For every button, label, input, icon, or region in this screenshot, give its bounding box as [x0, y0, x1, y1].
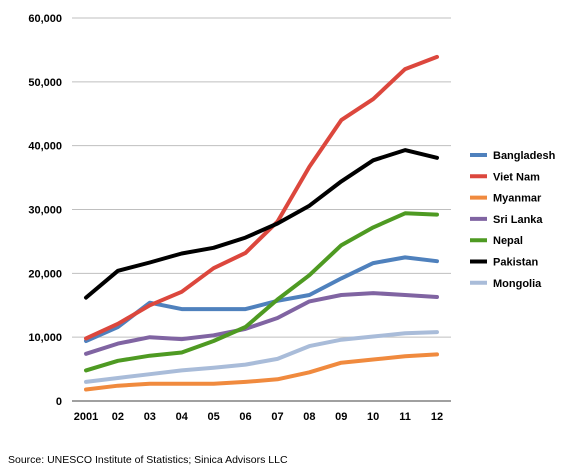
series-line-nepal	[84, 211, 439, 373]
legend-label-viet-nam: Viet Nam	[493, 171, 540, 183]
y-tick-label: 0	[56, 396, 62, 408]
y-tick-label: 60,000	[28, 13, 62, 25]
legend-label-pakistan: Pakistan	[493, 257, 539, 269]
x-tick-label: 03	[144, 411, 156, 423]
legend-label-bangladesh: Bangladesh	[493, 150, 556, 162]
x-tick-label: 06	[239, 411, 251, 423]
x-tick-label: 04	[176, 411, 189, 423]
y-axis-tick-labels: 0 10,000 20,000 30,000 40,000 50,000 60,000	[28, 13, 62, 408]
series-line-sri-lanka	[84, 291, 439, 356]
series-line-myanmar	[84, 352, 439, 392]
source-note: Source: UNESCO Institute of Statistics; …	[8, 454, 288, 466]
legend-label-nepal: Nepal	[493, 235, 523, 247]
series-lines	[84, 54, 439, 392]
y-tick-label: 40,000	[28, 141, 62, 153]
series-line-pakistan	[84, 148, 439, 300]
y-tick-label: 10,000	[28, 332, 62, 344]
x-tick-label: 09	[335, 411, 347, 423]
legend-label-myanmar: Myanmar	[493, 193, 542, 205]
x-tick-label: 07	[271, 411, 283, 423]
legend-label-sri-lanka: Sri Lanka	[493, 214, 543, 226]
legend: Bangladesh Viet Nam Myanmar Sri Lanka Nepal P…	[470, 150, 556, 290]
series-line-viet-nam	[84, 54, 439, 341]
y-tick-label: 50,000	[28, 77, 62, 89]
x-tick-label: 08	[303, 411, 315, 423]
gridlines	[72, 17, 451, 338]
series-line-mongolia	[84, 330, 439, 384]
y-tick-label: 30,000	[28, 205, 62, 217]
x-tick-label: 05	[208, 411, 220, 423]
x-tick-label: 2001	[74, 411, 98, 423]
x-tick-label: 12	[431, 411, 443, 423]
x-tick-label: 10	[367, 411, 379, 423]
x-axis-tick-labels: 2001 02 03 04 05 06 07 08 09 10 11 12	[74, 411, 443, 423]
x-tick-label: 11	[399, 411, 411, 423]
y-tick-label: 20,000	[28, 268, 62, 280]
legend-label-mongolia: Mongolia	[493, 278, 542, 290]
line-chart: 0 10,000 20,000 30,000 40,000 50,000 60,000 20…	[28, 13, 556, 423]
series-line-bangladesh	[84, 255, 439, 343]
x-tick-label: 02	[112, 411, 124, 423]
